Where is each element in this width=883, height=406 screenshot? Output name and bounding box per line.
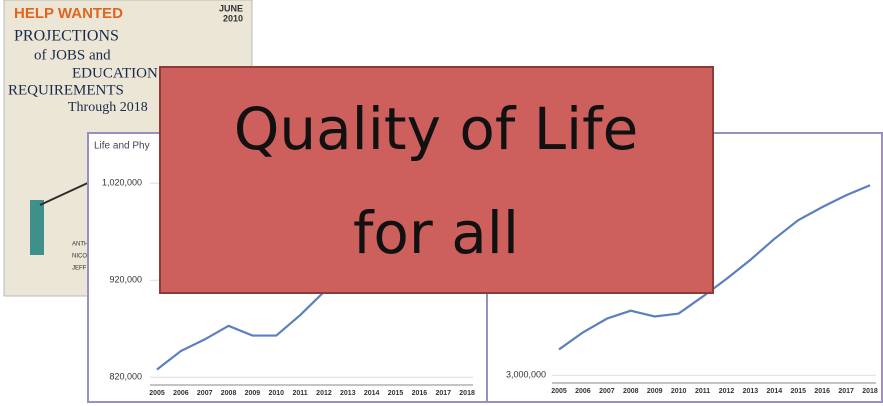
x-tick-label: 2005 — [551, 388, 567, 395]
x-tick-label: 2012 — [316, 390, 332, 397]
x-tick-label: 2005 — [149, 390, 165, 397]
cover-author: JEFF — [72, 266, 87, 272]
overlay-box — [159, 66, 714, 294]
overlay-text: for all — [353, 199, 519, 267]
x-tick-label: 2017 — [435, 390, 451, 397]
x-tick-label: 2016 — [412, 390, 428, 397]
x-tick-label: 2015 — [388, 390, 404, 397]
x-tick-label: 2017 — [838, 388, 854, 395]
cover-date: 2010 — [223, 13, 243, 23]
x-tick-label: 2012 — [719, 388, 735, 395]
cover-figure — [30, 200, 44, 255]
x-tick-label: 2011 — [695, 388, 710, 395]
cover-author: NICO — [72, 254, 87, 260]
x-tick-label: 2007 — [599, 388, 615, 395]
x-tick-label: 2010 — [671, 388, 687, 395]
x-tick-label: 2007 — [197, 390, 213, 397]
x-tick-label: 2014 — [767, 388, 783, 395]
x-tick-label: 2013 — [340, 390, 356, 397]
cover-line: EDUCATION — [72, 65, 158, 81]
x-tick-label: 2010 — [268, 390, 284, 397]
x-tick-label: 2006 — [575, 388, 591, 395]
cover-banner: HELP WANTED — [14, 5, 123, 22]
x-tick-label: 2013 — [743, 388, 759, 395]
x-tick-label: 2016 — [814, 388, 830, 395]
x-tick-label: 2006 — [173, 390, 189, 397]
overlay: Quality of Life for all — [159, 66, 714, 294]
cover-line: REQUIREMENTS — [8, 82, 124, 98]
x-tick-label: 2018 — [459, 390, 475, 397]
x-tick-label: 2018 — [862, 388, 878, 395]
data-line — [558, 184, 871, 351]
y-tick-label: 3,000,000 — [506, 370, 546, 380]
y-tick-label: 820,000 — [109, 372, 142, 382]
cover-line: of JOBS and — [34, 47, 111, 63]
y-tick-label: 1,020,000 — [102, 178, 142, 188]
overlay-text: Quality of Life — [234, 95, 639, 163]
x-tick-label: 2009 — [245, 390, 261, 397]
x-tick-label: 2008 — [221, 390, 237, 397]
x-tick-label: 2014 — [364, 390, 380, 397]
x-tick-label: 2009 — [647, 388, 663, 395]
x-tick-label: 2011 — [293, 390, 308, 397]
cover-author: ANTH — [72, 242, 88, 248]
cover-line: PROJECTIONS — [14, 28, 119, 45]
cover-date: JUNE — [219, 3, 243, 13]
chart-title: Life and Phy — [94, 141, 150, 152]
x-tick-label: 2008 — [623, 388, 639, 395]
cover-line: Through 2018 — [68, 100, 148, 115]
y-tick-label: 920,000 — [109, 275, 142, 285]
x-tick-label: 2015 — [790, 388, 806, 395]
